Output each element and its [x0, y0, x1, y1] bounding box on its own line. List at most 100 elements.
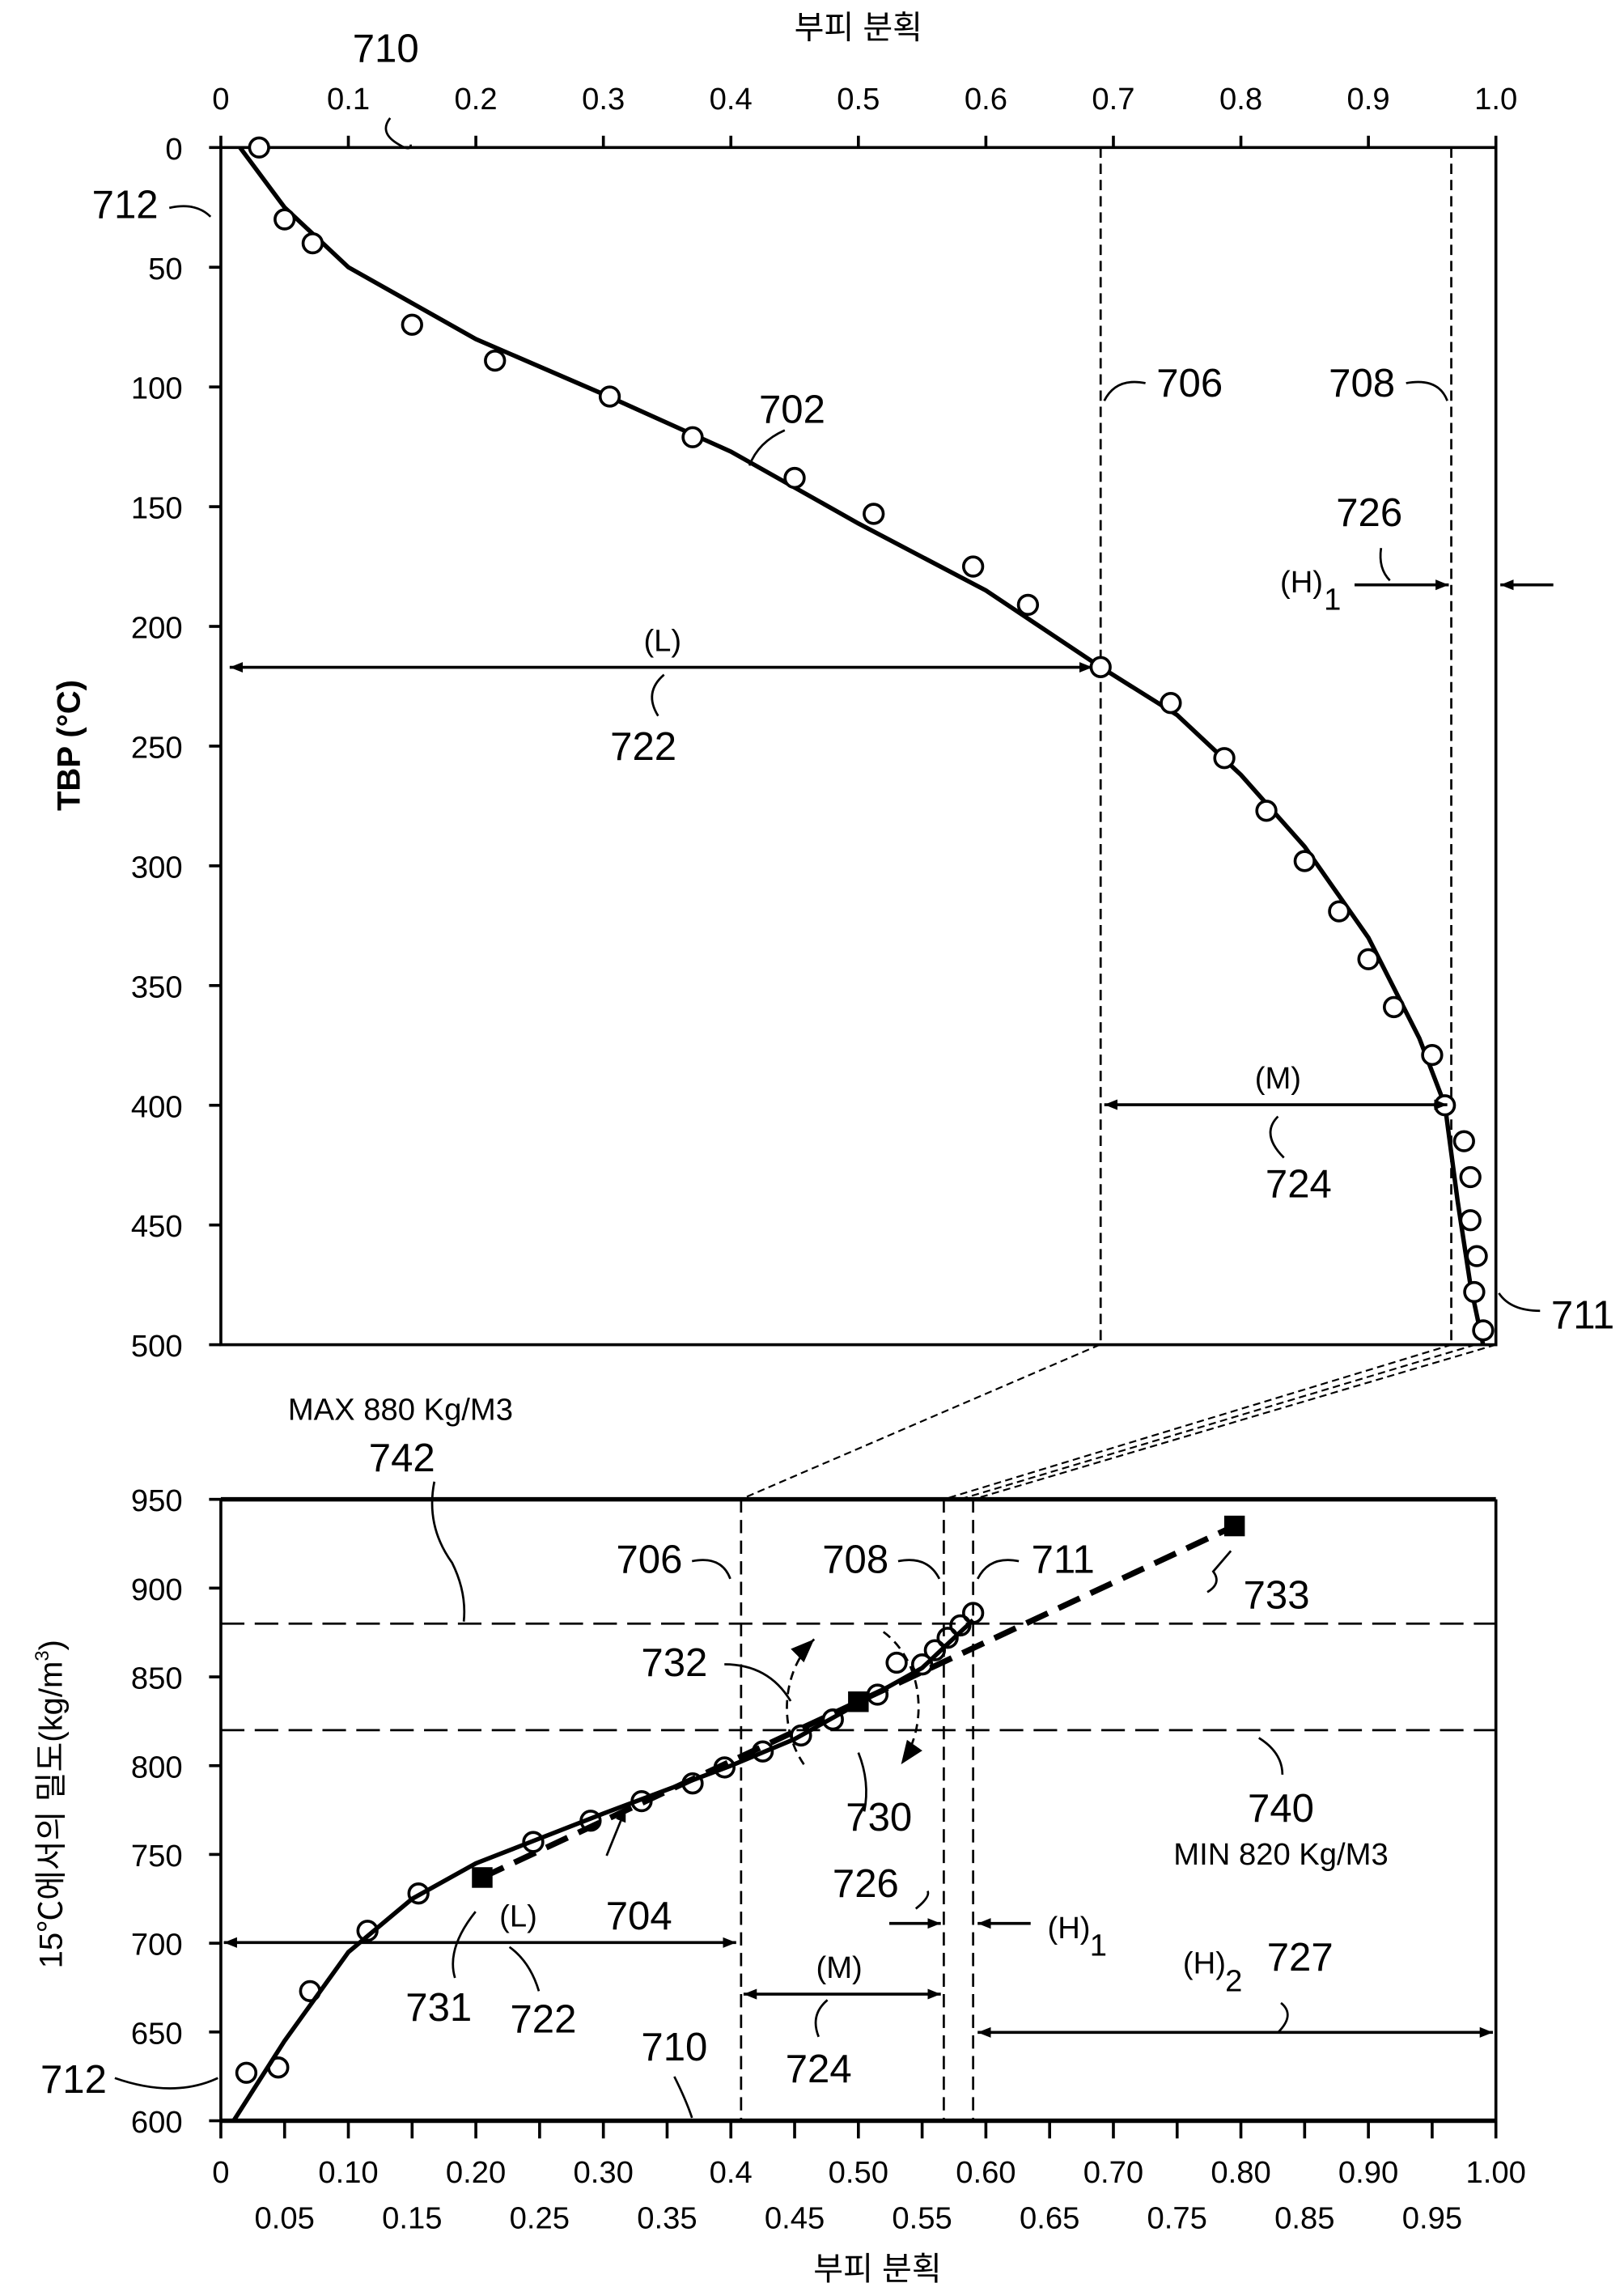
bottom-x-tick-label: 0.65	[1020, 2200, 1079, 2235]
zoom-connector-lines	[740, 1343, 1497, 1500]
top-y-tick-label: 450	[131, 1209, 183, 1244]
ref-704: 704	[606, 1895, 672, 1938]
bottom-x-tick-label: 0.80	[1211, 2155, 1270, 2190]
top-x-tick-label: 0.3	[582, 82, 625, 117]
top-y-tick-label: 350	[131, 970, 183, 1004]
top-x-tick-label: 1.0	[1474, 82, 1517, 117]
arrow-704	[605, 1808, 627, 1857]
top-y-tick-label: 50	[148, 252, 183, 286]
label-h2: (H)	[1183, 1946, 1226, 1981]
label-max-880: MAX 880 Kg/M3	[288, 1392, 513, 1427]
top-data-point	[783, 466, 806, 490]
bottom-x-tick-label: 1.00	[1466, 2155, 1526, 2190]
square-markers	[472, 1515, 1245, 1888]
top-x-tick-label: 0.9	[1347, 82, 1390, 117]
top-data-point	[1421, 1043, 1444, 1067]
top-data-point	[1472, 1319, 1495, 1342]
top-x-tick-label: 0.2	[455, 82, 498, 117]
ref-711-top: 711	[1551, 1294, 1614, 1338]
ref-706-bottom: 706	[616, 1538, 682, 1582]
top-y-tick-label: 250	[131, 730, 183, 765]
label-L-top: (L)	[643, 624, 681, 659]
top-data-point	[1255, 800, 1278, 822]
density-limit-lines	[220, 1622, 1496, 1732]
ref-726-bottom: 726	[833, 1862, 899, 1906]
bottom-x-tick-label: 0.90	[1338, 2155, 1398, 2190]
ref-726-top: 726	[1336, 491, 1402, 535]
bottom-data-point	[235, 2061, 258, 2084]
bottom-y-tick-label: 650	[131, 2016, 183, 2051]
top-x-tick-label: 0	[212, 82, 229, 117]
bottom-x-tick-label: 0.60	[956, 2155, 1016, 2190]
top-data-point	[1213, 747, 1236, 770]
ref-730: 730	[846, 1796, 912, 1840]
bottom-data-point	[885, 1651, 908, 1674]
ref-722-bottom: 722	[510, 1997, 576, 2041]
square-marker	[1223, 1515, 1245, 1537]
top-data-point	[1459, 1165, 1482, 1189]
bottom-data-point	[407, 1882, 430, 1905]
bottom-data-point	[713, 1756, 736, 1779]
bottom-y-axis-title: 15℃에서의 밀도(kg/m3)	[32, 1640, 69, 1968]
bottom-chart: 15℃에서의 밀도(kg/m3) 부피 분획 0 0.10 0.20 0.30 0.4 0…	[32, 1392, 1526, 2283]
bottom-y-tick-label: 800	[131, 1750, 183, 1784]
bottom-data-point	[522, 1831, 545, 1853]
bottom-x-axis-title: 부피 분획	[813, 2251, 941, 2283]
bottom-data-point	[579, 1810, 602, 1832]
top-plot-frame	[219, 146, 1498, 1347]
bottom-x-tick-label: 0.85	[1274, 2200, 1334, 2235]
ref-742: 742	[369, 1436, 435, 1480]
top-x-tick-label: 0.8	[1219, 82, 1262, 117]
top-y-axis-title: TBP (°C)	[51, 680, 87, 811]
ref-731: 731	[405, 1986, 472, 2030]
ref-710-top: 710	[353, 28, 419, 71]
top-data-points	[248, 136, 1495, 1342]
top-data-point	[273, 208, 296, 231]
square-marker	[848, 1691, 869, 1712]
bottom-data-point	[299, 1980, 321, 2003]
ref-724-bottom: 724	[786, 2047, 852, 2091]
bottom-data-point	[821, 1708, 844, 1731]
top-data-point	[401, 313, 423, 336]
top-x-axis-title: 부피 분획	[795, 11, 922, 46]
bottom-x-tick-label: 0.70	[1083, 2155, 1143, 2190]
ref-732: 732	[641, 1641, 707, 1685]
top-y-tick-label: 100	[131, 371, 183, 406]
bottom-data-point	[961, 1602, 985, 1624]
label-M-top: (M)	[1255, 1061, 1301, 1096]
ref-712-bottom: 712	[40, 2058, 107, 2102]
bottom-x-tick-label: 0.35	[637, 2200, 697, 2235]
bottom-data-point	[923, 1639, 947, 1661]
square-marker	[472, 1867, 493, 1888]
bottom-x-tick-label: 0.20	[446, 2155, 506, 2190]
top-data-point	[1160, 692, 1182, 715]
linear-fit-dashed-line	[481, 1523, 1236, 1881]
top-curve-702	[238, 146, 1486, 1346]
label-L-bottom: (L)	[499, 1899, 537, 1933]
top-data-point	[248, 136, 270, 159]
rotation-arrow-732-lower	[882, 1631, 922, 1765]
ref-711-bottom: 711	[1032, 1538, 1095, 1582]
top-data-point	[1357, 948, 1380, 970]
top-y-tick-label: 500	[131, 1329, 183, 1364]
top-data-point	[1016, 593, 1040, 617]
bottom-tick-labels: 0 0.10 0.20 0.30 0.4 0.50 0.60 0.70 0.80 0.90 1.00…	[131, 1483, 1526, 2235]
rotation-arrow-732-upper	[786, 1638, 816, 1765]
bottom-data-point	[949, 1614, 972, 1637]
top-data-point	[863, 503, 885, 525]
bottom-y-tick-label: 600	[131, 2105, 183, 2140]
top-data-point	[1293, 850, 1316, 872]
bottom-data-point	[936, 1627, 959, 1649]
bottom-y-tick-label: 950	[131, 1483, 183, 1518]
bottom-y-tick-label: 700	[131, 1928, 183, 1963]
bottom-data-point	[751, 1740, 774, 1763]
ref-702: 702	[759, 388, 825, 432]
top-x-tick-label: 0.4	[710, 82, 753, 117]
top-data-point	[598, 385, 621, 408]
top-data-point	[1382, 995, 1406, 1019]
bottom-x-tick-label: 0.45	[765, 2200, 825, 2235]
bottom-data-point	[267, 2056, 290, 2079]
top-x-tick-label: 0.1	[327, 82, 370, 117]
label-h1-sub-top: 1	[1324, 583, 1341, 617]
